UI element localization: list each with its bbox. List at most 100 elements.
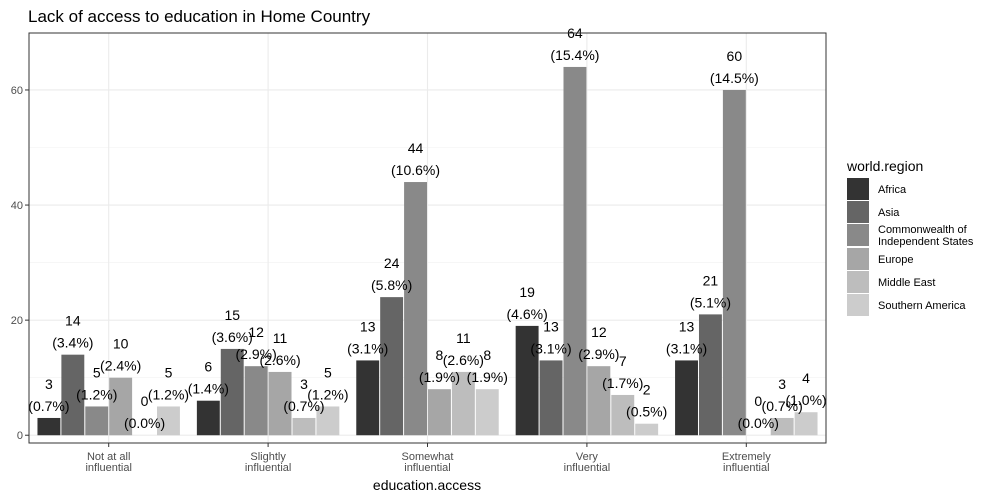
bar-value-label: 5: [324, 364, 332, 380]
bar-percent-label: (0.5%): [626, 404, 667, 420]
bar-value-label: 8: [483, 347, 491, 363]
legend-key: [847, 248, 869, 270]
y-axis: 0 20 40 60: [11, 85, 29, 442]
x-tick-label: influential: [404, 462, 450, 474]
bar-value-label: 44: [408, 140, 424, 156]
bar[interactable]: [515, 325, 539, 436]
bar-percent-label: (15.4%): [550, 47, 599, 63]
bar[interactable]: [244, 366, 268, 436]
bar[interactable]: [109, 377, 133, 436]
bar-value-label: 3: [300, 376, 308, 392]
bar-percent-label: (1.2%): [307, 386, 348, 402]
bar[interactable]: [356, 360, 380, 436]
bar[interactable]: [635, 423, 659, 436]
legend-label: Independent States: [878, 236, 974, 248]
bar-value-label: 12: [248, 324, 264, 340]
x-axis-title: education.access: [373, 477, 481, 493]
bar-percent-label: (0.7%): [28, 398, 69, 414]
legend-key: [847, 294, 869, 316]
x-tick-label: influential: [245, 462, 291, 474]
bars: [37, 66, 818, 436]
bar-percent-label: (5.8%): [371, 277, 412, 293]
bar[interactable]: [268, 371, 292, 436]
bar-value-label: 13: [360, 318, 376, 334]
bar-value-label: 11: [456, 330, 471, 346]
legend-label: Southern America: [878, 300, 966, 312]
bar-percent-label: (3.1%): [666, 340, 707, 356]
x-tick-label: Somewhat: [402, 451, 454, 463]
bar-percent-label: (0.0%): [738, 415, 779, 431]
bar-percent-label: (2.9%): [578, 346, 619, 362]
bar[interactable]: [61, 354, 85, 436]
bar[interactable]: [292, 417, 316, 436]
x-tick-label: Not at all: [87, 451, 130, 463]
bar[interactable]: [675, 360, 698, 436]
legend-key: [847, 178, 869, 200]
bar-percent-label: (1.0%): [785, 392, 826, 408]
bar-percent-label: (0.7%): [762, 398, 803, 414]
bar[interactable]: [220, 348, 244, 436]
bar[interactable]: [157, 406, 180, 436]
y-tick-label: 0: [17, 430, 23, 442]
bar-value-label: 12: [591, 324, 607, 340]
bar[interactable]: [539, 360, 563, 436]
bar-percent-label: (2.6%): [443, 352, 484, 368]
gridlines: [29, 33, 826, 443]
bar[interactable]: [475, 389, 499, 436]
bar-value-label: 0: [754, 393, 762, 409]
bar[interactable]: [563, 66, 587, 436]
bar[interactable]: [37, 417, 61, 436]
bar-value-label: 24: [384, 255, 400, 271]
legend-label: Europe: [878, 254, 913, 266]
y-tick-label: 20: [11, 315, 23, 327]
bar-value-label: 0: [141, 393, 149, 409]
legend-label: Asia: [878, 207, 900, 219]
bar-value-label: 15: [224, 307, 240, 323]
bar-value-label: 21: [703, 272, 719, 288]
x-tick-label: influential: [85, 462, 131, 474]
bar-value-label: 5: [165, 364, 173, 380]
bar[interactable]: [451, 371, 475, 436]
bar[interactable]: [770, 417, 794, 436]
bar[interactable]: [316, 406, 340, 436]
legend-key: [847, 224, 869, 246]
x-tick-label: influential: [723, 462, 769, 474]
bar[interactable]: [404, 182, 427, 436]
bar[interactable]: [698, 314, 722, 436]
x-tick-label: Slightly: [250, 451, 286, 463]
bar-percent-label: (1.2%): [76, 386, 117, 402]
data-labels: 3(0.7%)6(1.4%)13(3.1%)19(4.6%)13(3.1%)14…: [28, 25, 826, 431]
bar-value-label: 3: [45, 376, 53, 392]
bar-percent-label: (2.4%): [100, 358, 141, 374]
legend-title: world.region: [846, 158, 923, 174]
bar-value-label: 5: [93, 364, 101, 380]
bar-value-label: 6: [204, 359, 212, 375]
bar[interactable]: [794, 412, 818, 436]
bar[interactable]: [196, 400, 220, 436]
legend-label: Middle East: [878, 277, 935, 289]
bar[interactable]: [428, 389, 451, 436]
bar-percent-label: (2.9%): [236, 346, 277, 362]
y-tick-label: 60: [11, 85, 23, 97]
x-tick-label: Extremely: [722, 451, 771, 463]
bar-percent-label: (0.7%): [283, 398, 324, 414]
bar-percent-label: (0.0%): [124, 415, 165, 431]
x-tick-label: Very: [576, 451, 599, 463]
bar[interactable]: [380, 297, 404, 436]
bar[interactable]: [611, 394, 635, 436]
bar[interactable]: [722, 89, 746, 436]
bar-value-label: 13: [543, 318, 559, 334]
chart-title: Lack of access to education in Home Coun…: [28, 7, 371, 26]
bar[interactable]: [587, 366, 611, 436]
bar[interactable]: [85, 406, 109, 436]
legend-label: Commonwealth of: [878, 224, 968, 236]
x-axis: Not at allinfluentialSlightlyinfluential…: [85, 443, 771, 474]
bar-percent-label: (10.6%): [391, 162, 440, 178]
bar-percent-label: (14.5%): [710, 70, 759, 86]
legend: world.region Africa Asia Commonwealth ofIn…: [846, 158, 974, 316]
bar-percent-label: (1.7%): [602, 375, 643, 391]
legend-key: [847, 201, 869, 223]
bar-value-label: 13: [679, 318, 695, 334]
legend-key: [847, 271, 869, 293]
